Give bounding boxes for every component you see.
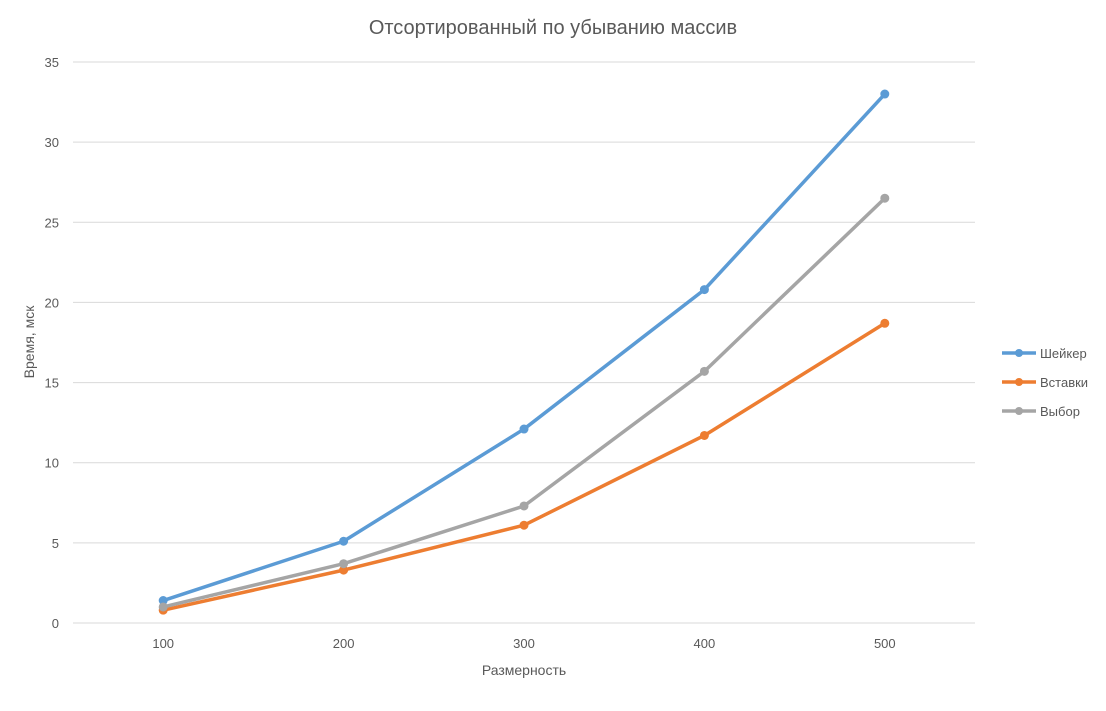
y-tick-label: 10 bbox=[45, 456, 59, 471]
data-point bbox=[158, 602, 168, 612]
series-lines bbox=[158, 89, 890, 615]
chart-title: Отсортированный по убыванию массив bbox=[369, 17, 737, 39]
legend-swatch-marker bbox=[1015, 378, 1023, 386]
x-tick-label: 400 bbox=[694, 636, 716, 651]
y-axis-label: Время, мск bbox=[21, 305, 37, 379]
series-3 bbox=[158, 193, 890, 612]
legend-label: Вставки bbox=[1040, 375, 1088, 390]
legend-item: Шейкер bbox=[1002, 346, 1087, 361]
legend-swatch-marker bbox=[1015, 349, 1023, 357]
y-tick-label: 15 bbox=[45, 376, 59, 391]
x-tick-label: 300 bbox=[513, 636, 535, 651]
series-line bbox=[161, 321, 887, 612]
x-axis-label: Размерность bbox=[482, 662, 566, 678]
data-point bbox=[880, 318, 890, 328]
legend-item: Выбор bbox=[1002, 404, 1080, 419]
series-2 bbox=[158, 318, 890, 615]
legend-swatch-marker bbox=[1015, 407, 1023, 415]
series-1 bbox=[158, 89, 890, 606]
data-point bbox=[519, 501, 529, 511]
y-tick-label: 35 bbox=[45, 55, 59, 70]
x-tick-label: 200 bbox=[333, 636, 355, 651]
legend: Шейкер Вставки Выбор bbox=[1002, 346, 1088, 419]
data-point bbox=[339, 559, 349, 569]
y-tick-label: 25 bbox=[45, 215, 59, 230]
x-tick-label: 100 bbox=[152, 636, 174, 651]
y-axis-ticks: 0 5 10 15 20 25 30 35 bbox=[45, 55, 59, 631]
data-point bbox=[880, 89, 890, 99]
x-axis-ticks: 100 200 300 400 500 bbox=[152, 636, 895, 651]
y-tick-label: 20 bbox=[45, 295, 59, 310]
legend-label: Шейкер bbox=[1040, 346, 1087, 361]
data-point bbox=[519, 520, 529, 530]
data-point bbox=[880, 193, 890, 203]
data-point bbox=[699, 366, 709, 376]
data-point bbox=[339, 536, 349, 546]
legend-label: Выбор bbox=[1040, 404, 1080, 419]
y-tick-label: 30 bbox=[45, 135, 59, 150]
y-tick-label: 5 bbox=[52, 536, 59, 551]
data-point bbox=[699, 285, 709, 295]
gridlines bbox=[73, 61, 975, 624]
data-point bbox=[339, 565, 349, 575]
data-point bbox=[699, 430, 709, 440]
data-point bbox=[519, 424, 529, 434]
data-point bbox=[158, 596, 168, 606]
x-tick-label: 500 bbox=[874, 636, 896, 651]
y-tick-label: 0 bbox=[52, 616, 59, 631]
legend-item: Вставки bbox=[1002, 375, 1088, 390]
series-line bbox=[161, 196, 887, 609]
